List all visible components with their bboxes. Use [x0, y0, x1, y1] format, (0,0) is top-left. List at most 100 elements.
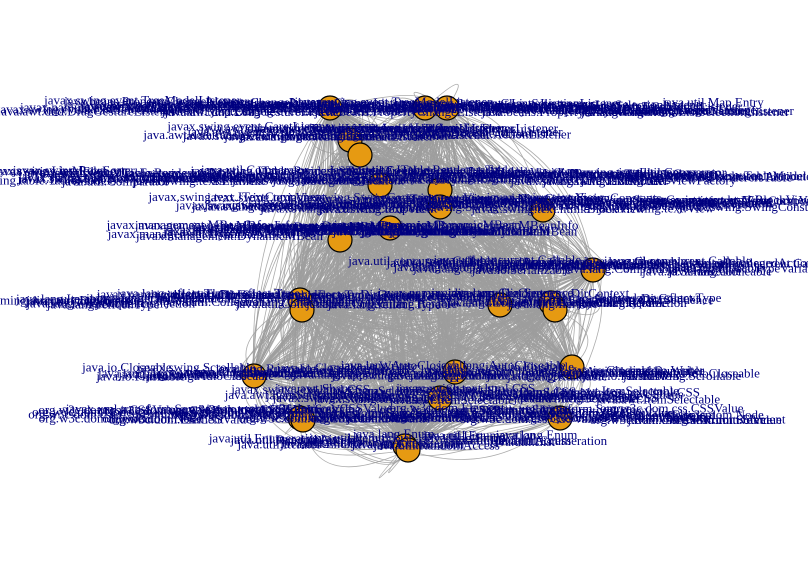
- node-label: java.io.Flushable: [95, 368, 185, 383]
- graph-edge: [454, 209, 544, 373]
- node-label: java.lang.CharSequence: [447, 285, 574, 300]
- node-label: java.util.Map.Entry: [661, 94, 764, 109]
- node-label: javax.swing.event.ListSelectionListener: [163, 98, 373, 113]
- graph-node: [442, 359, 468, 385]
- node-label: java.lang.Cloneable: [497, 254, 601, 269]
- node-label: java.io.Flushable: [290, 362, 380, 377]
- node-label: java.lang.Iterable: [15, 291, 106, 306]
- node-label: java.awt.dnd.DragGestureListener: [414, 98, 594, 113]
- node-label: javax.swing.table.TableModel: [0, 172, 111, 187]
- node-label: org.w3c.dom.css.CSSPrimitiveValue: [239, 410, 431, 425]
- node-label: javax.xml.transform.Source: [65, 401, 211, 416]
- node-label: java.awt.event.ActionListener: [300, 120, 458, 135]
- graph-node: [427, 194, 453, 220]
- graph-edge: [439, 189, 594, 271]
- node-label: javax.swing.text.JTextComponent: [539, 194, 717, 209]
- graph-edge: [253, 269, 594, 377]
- node-label: java.util.List: [274, 431, 341, 446]
- graph-edge: [359, 154, 406, 447]
- node-label: javax.naming.directory.DirContext: [377, 285, 560, 300]
- graph-edge: [407, 107, 426, 451]
- node-label: java.util.Iterator: [308, 430, 393, 445]
- node-label: javax.swing.event.CaretListener: [280, 128, 450, 143]
- node-label: java.util.List: [346, 430, 413, 445]
- node-label: java.awt.ItemSelectable: [513, 391, 638, 406]
- node-label: javax.swing.event.CaretListener: [223, 129, 393, 144]
- node-label: org.w3c.dom.Element: [249, 409, 364, 424]
- node-label: java.util.Map.Entry: [494, 100, 597, 115]
- node-label: java.util.concurrent.Callable: [603, 253, 752, 268]
- node-label: java.util.List: [417, 428, 484, 443]
- node-label: java.awt.ItemSelectable: [389, 392, 514, 407]
- node-label: java.lang.reflect.Type: [608, 290, 722, 305]
- graph-edge: [302, 189, 441, 421]
- graph-edge: [392, 107, 448, 451]
- node-label: javax.xml.transform.Source: [205, 401, 351, 416]
- graph-node: [241, 363, 267, 389]
- graph-edge: [407, 269, 594, 451]
- node-label: java.awt.dnd.DragGestureListener: [331, 97, 511, 112]
- node-label: org.w3c.dom.Element: [109, 412, 224, 427]
- node-label: org.w3c.dom.Node: [664, 407, 764, 422]
- node-label: javax.swing.text.JTextComponent: [259, 201, 437, 216]
- node-label: org.w3c.dom.css.CSSPrimitiveValue: [309, 410, 501, 425]
- node-label: javax.swing.SwingConstants: [510, 190, 661, 205]
- node-label: javax.swing.text.html.CSS: [395, 381, 535, 396]
- node-label: org.w3c.dom.css.CSSValue: [109, 412, 253, 427]
- node-label: java.util.RandomAccess: [444, 433, 571, 448]
- node-label: javax.swing.Scrollable: [330, 367, 450, 382]
- graph-edge: [339, 239, 409, 451]
- node-label: java.beans.PropertyChangeListener: [397, 95, 583, 110]
- node-label: java.lang.AutoCloseable: [242, 365, 371, 380]
- node-label: javax.management.DynamicMBean: [163, 221, 351, 236]
- graph-node: [347, 142, 373, 168]
- graph-edge: [345, 154, 409, 451]
- node-label: java.awt.ItemSelectable: [554, 383, 679, 398]
- node-label: java.util.Collection: [586, 295, 687, 310]
- graph-edge: [349, 139, 573, 368]
- node-label: javax.swing.text.html.CSS: [354, 389, 494, 404]
- node-label: java.lang.Iterable: [296, 291, 387, 306]
- graph-edge: [362, 184, 406, 447]
- graph-edge: [378, 445, 409, 479]
- node-label: java.util.Enumeration: [279, 436, 393, 451]
- graph-edge: [404, 206, 441, 447]
- node-label: java.beans.PropertyChangeListener: [480, 104, 666, 119]
- node-label: javax.xml.transform.Source: [346, 410, 492, 425]
- graph-edge: [446, 107, 556, 311]
- node-label: javax.swing.event.ListSelectionListener: [580, 104, 790, 119]
- graph-edge: [446, 107, 594, 271]
- node-label: javax.swing.ListModel: [403, 163, 524, 178]
- node-label: java.awt.datatransfer.FlavorListener: [256, 121, 445, 136]
- node-label: java.awt.datatransfer.FlavorListener: [370, 120, 559, 135]
- node-label: org.w3c.dom.Element: [390, 400, 505, 415]
- node-label: java.io.Writer: [146, 366, 219, 381]
- node-label: java.lang.reflect.TypeVariable6: [581, 257, 745, 272]
- graph-node: [580, 257, 606, 283]
- node-label: javax.swing.event.ListSelectionListener: [497, 97, 707, 112]
- node-label: javax.swing.text.AbstractDocument.Attrib…: [574, 169, 808, 184]
- node-label: java.io.Closeable: [276, 360, 367, 375]
- graph-edge: [252, 139, 351, 377]
- node-label: java.awt.Shape: [357, 389, 437, 404]
- node-label: java.util.Map.Entry: [578, 99, 681, 114]
- node-label: java.beans.PropertyChangeListener: [314, 104, 500, 119]
- graph-edge: [407, 364, 573, 451]
- node-label: org.w3c.dom.css.CSSValue: [179, 401, 323, 416]
- node-label: java.lang.CharSequence: [25, 295, 152, 310]
- node-label: javax.swing.Scrollable: [428, 363, 548, 378]
- graph-edge: [404, 366, 573, 447]
- node-label: javax.swing.text.Element: [411, 170, 544, 185]
- graph-edge: [364, 184, 409, 451]
- node-label: java.awt.dnd.DragGestureListener: [581, 102, 761, 117]
- node-label: javax.swing.RowSorter: [290, 169, 414, 184]
- graph-edge: [253, 107, 426, 377]
- node-label: java.io.Serializable: [641, 263, 742, 278]
- node-label: javax.swing.event.CaretListener: [394, 124, 564, 139]
- node-label: javax.xml.transform.Source: [275, 405, 421, 420]
- graph-edge: [253, 107, 331, 377]
- node-label: javax.swing.text.html.BlockView: [526, 198, 702, 213]
- graph-edge: [359, 154, 409, 451]
- node-label: org.w3c.dom.css.CSSValue: [530, 405, 674, 420]
- node-label: javax.swing.SwingConstants: [287, 189, 438, 204]
